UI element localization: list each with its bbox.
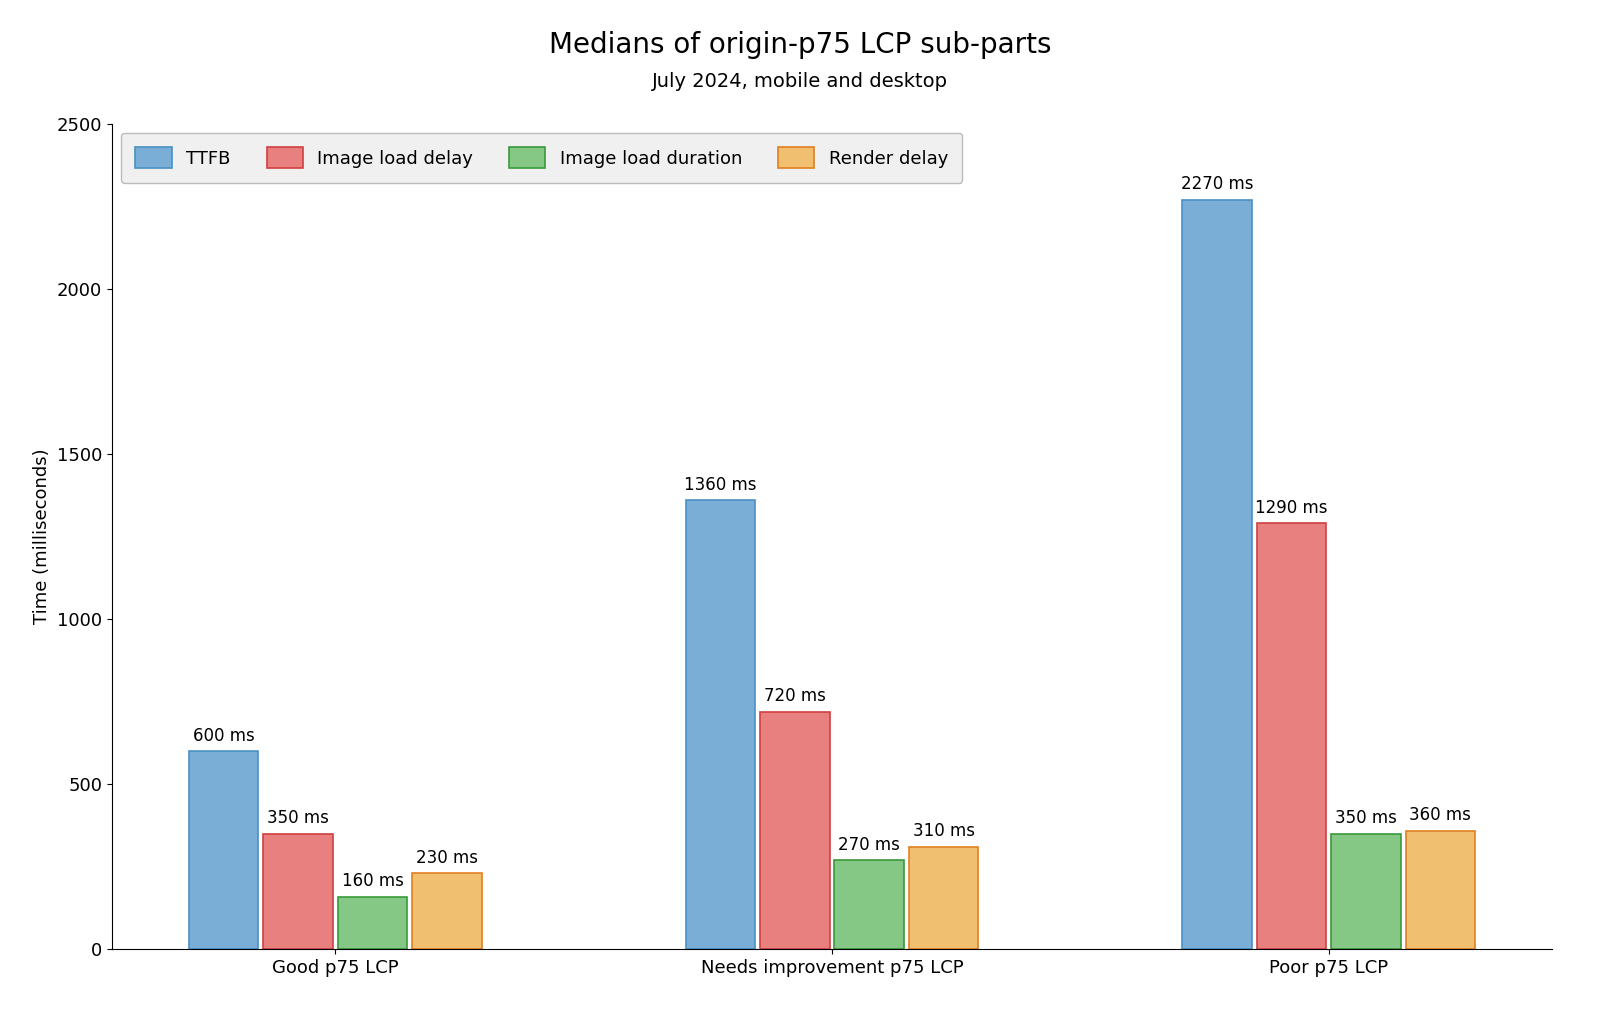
Text: 720 ms: 720 ms bbox=[763, 687, 826, 705]
Text: 360 ms: 360 ms bbox=[1410, 806, 1472, 824]
Text: 600 ms: 600 ms bbox=[194, 727, 254, 745]
Text: 350 ms: 350 ms bbox=[267, 809, 330, 828]
Bar bbox=[835, 861, 904, 949]
Text: Medians of origin-p75 LCP sub-parts: Medians of origin-p75 LCP sub-parts bbox=[549, 31, 1051, 59]
Text: 350 ms: 350 ms bbox=[1334, 809, 1397, 828]
Bar bbox=[1331, 834, 1400, 949]
Text: 1290 ms: 1290 ms bbox=[1254, 498, 1328, 517]
Y-axis label: Time (milliseconds): Time (milliseconds) bbox=[34, 449, 51, 624]
Bar bbox=[413, 873, 482, 949]
Bar bbox=[909, 847, 979, 949]
Text: 310 ms: 310 ms bbox=[912, 823, 974, 840]
Bar bbox=[760, 712, 829, 949]
Text: 160 ms: 160 ms bbox=[342, 872, 403, 890]
Text: 230 ms: 230 ms bbox=[416, 849, 478, 867]
Text: July 2024, mobile and desktop: July 2024, mobile and desktop bbox=[653, 72, 947, 91]
Bar bbox=[264, 834, 333, 949]
Text: 1360 ms: 1360 ms bbox=[685, 476, 757, 493]
Bar bbox=[685, 501, 755, 949]
Bar bbox=[1405, 831, 1475, 949]
Bar bbox=[338, 897, 408, 949]
Legend: TTFB, Image load delay, Image load duration, Render delay: TTFB, Image load delay, Image load durat… bbox=[122, 133, 963, 183]
Bar bbox=[1182, 200, 1251, 949]
Text: 2270 ms: 2270 ms bbox=[1181, 175, 1253, 193]
Text: 270 ms: 270 ms bbox=[838, 836, 901, 853]
Bar bbox=[1256, 523, 1326, 949]
Bar bbox=[189, 751, 259, 949]
